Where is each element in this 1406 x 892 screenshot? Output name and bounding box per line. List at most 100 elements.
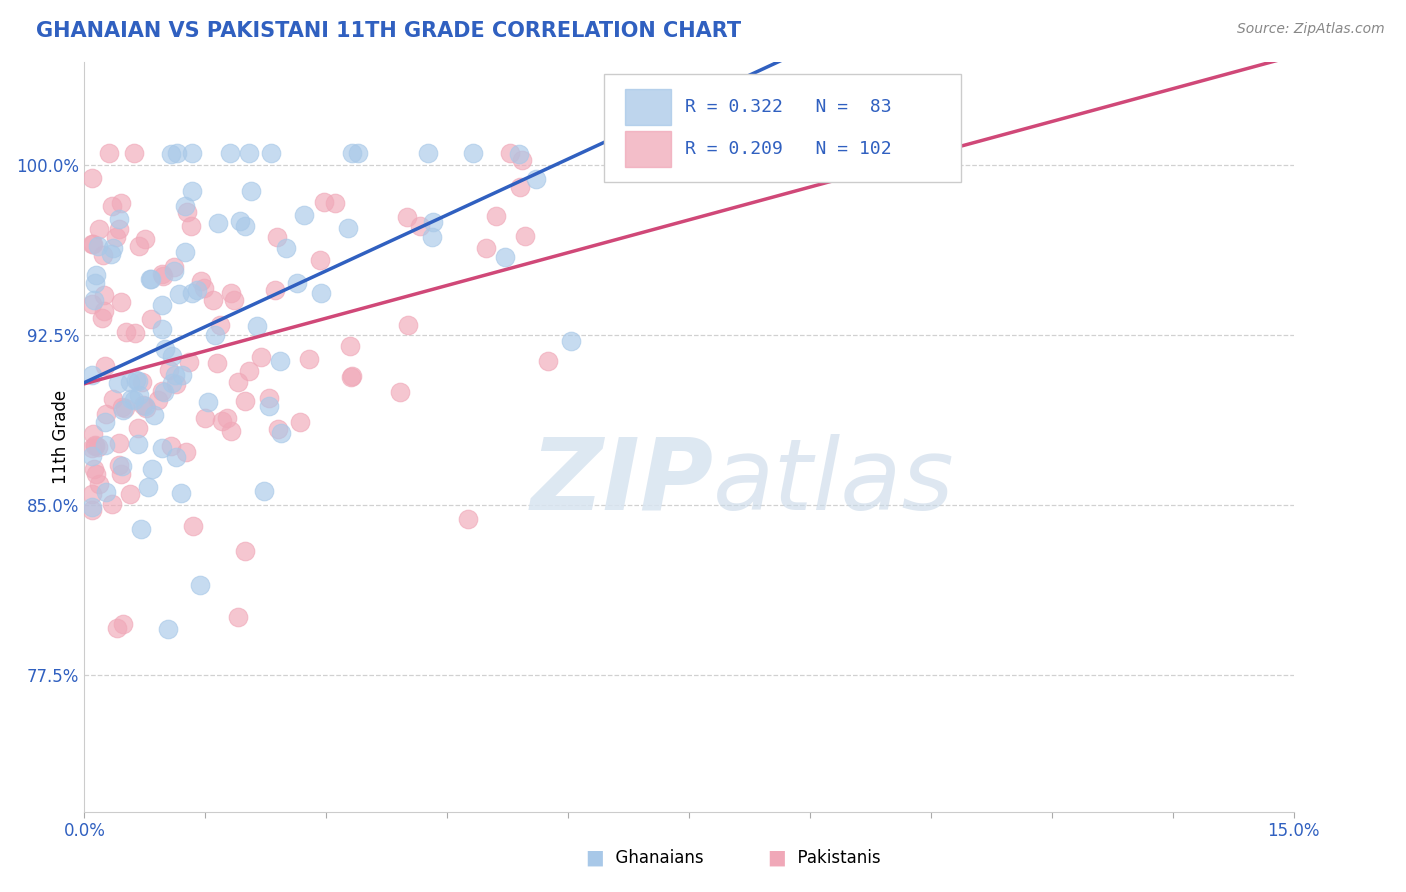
- Point: [176, 205, 198, 219]
- Point: [614, 146, 637, 161]
- Point: [110, 467, 132, 481]
- Point: [118, 375, 141, 389]
- Point: [114, 401, 136, 415]
- Point: [122, 146, 145, 161]
- Point: [115, 325, 138, 339]
- Point: [91, 248, 114, 262]
- Point: [94, 485, 117, 500]
- Point: [129, 522, 152, 536]
- Point: [108, 436, 131, 450]
- Point: [508, 146, 530, 161]
- Point: [627, 146, 650, 161]
- Point: [176, 445, 198, 459]
- Point: [257, 399, 280, 413]
- Point: [323, 196, 346, 211]
- Point: [91, 310, 114, 325]
- Point: [94, 438, 117, 452]
- Point: [461, 146, 484, 161]
- Bar: [624, 88, 671, 125]
- Point: [264, 283, 287, 297]
- Point: [94, 407, 117, 421]
- Point: [201, 293, 224, 307]
- Point: [82, 503, 104, 517]
- Point: [221, 424, 243, 438]
- Point: [82, 170, 104, 185]
- Point: [103, 392, 125, 406]
- Point: [110, 195, 132, 210]
- Point: [134, 399, 156, 413]
- Point: [93, 304, 115, 318]
- Point: [207, 216, 229, 230]
- Point: [110, 295, 132, 310]
- Point: [157, 363, 180, 377]
- Point: [485, 209, 508, 223]
- Point: [416, 146, 439, 161]
- Point: [134, 232, 156, 246]
- Point: [309, 252, 332, 267]
- Point: [83, 293, 105, 307]
- Point: [127, 421, 149, 435]
- Point: [388, 384, 411, 399]
- Text: Ghanaians: Ghanaians: [605, 849, 703, 867]
- Point: [340, 146, 363, 161]
- FancyBboxPatch shape: [605, 74, 962, 182]
- Point: [87, 222, 110, 236]
- Point: [422, 230, 444, 244]
- Point: [150, 322, 173, 336]
- Point: [181, 146, 204, 161]
- Point: [107, 621, 129, 635]
- Point: [342, 369, 364, 384]
- Point: [233, 543, 256, 558]
- Point: [515, 229, 537, 244]
- Point: [179, 355, 201, 369]
- Point: [108, 221, 131, 235]
- Point: [172, 368, 194, 383]
- Point: [150, 298, 173, 312]
- Point: [395, 210, 418, 224]
- Point: [82, 449, 104, 463]
- Point: [82, 500, 104, 514]
- Point: [396, 318, 419, 333]
- Point: [139, 272, 162, 286]
- Point: [165, 450, 187, 464]
- Point: [309, 285, 332, 300]
- Point: [274, 241, 297, 255]
- Text: Pakistanis: Pakistanis: [787, 849, 882, 867]
- Point: [124, 326, 146, 340]
- Point: [222, 293, 245, 308]
- Point: [82, 236, 104, 251]
- Point: [298, 351, 321, 366]
- Point: [314, 195, 336, 210]
- Point: [150, 442, 173, 456]
- Point: [120, 392, 142, 406]
- Point: [197, 395, 219, 409]
- Point: [260, 146, 283, 161]
- Point: [83, 438, 105, 452]
- Point: [226, 375, 249, 389]
- Point: [160, 439, 183, 453]
- Text: GHANAIAN VS PAKISTANI 11TH GRADE CORRELATION CHART: GHANAIAN VS PAKISTANI 11TH GRADE CORRELA…: [37, 21, 741, 41]
- Text: R = 0.322   N =  83: R = 0.322 N = 83: [685, 97, 891, 116]
- Point: [162, 264, 184, 278]
- Point: [157, 622, 180, 636]
- Point: [112, 403, 135, 417]
- Point: [240, 184, 263, 198]
- Point: [219, 146, 242, 161]
- Point: [122, 392, 145, 407]
- Text: Source: ZipAtlas.com: Source: ZipAtlas.com: [1237, 22, 1385, 37]
- Point: [229, 213, 252, 227]
- Point: [166, 146, 188, 161]
- Text: R = 0.209   N = 102: R = 0.209 N = 102: [685, 140, 891, 159]
- Point: [194, 410, 217, 425]
- Point: [233, 394, 256, 409]
- Point: [165, 377, 187, 392]
- Point: [457, 512, 479, 526]
- Text: ▪: ▪: [766, 844, 787, 872]
- Point: [125, 373, 148, 387]
- Point: [111, 458, 134, 473]
- Point: [238, 146, 260, 161]
- Point: [87, 440, 110, 454]
- Point: [153, 385, 176, 400]
- Point: [475, 241, 498, 255]
- Point: [141, 462, 163, 476]
